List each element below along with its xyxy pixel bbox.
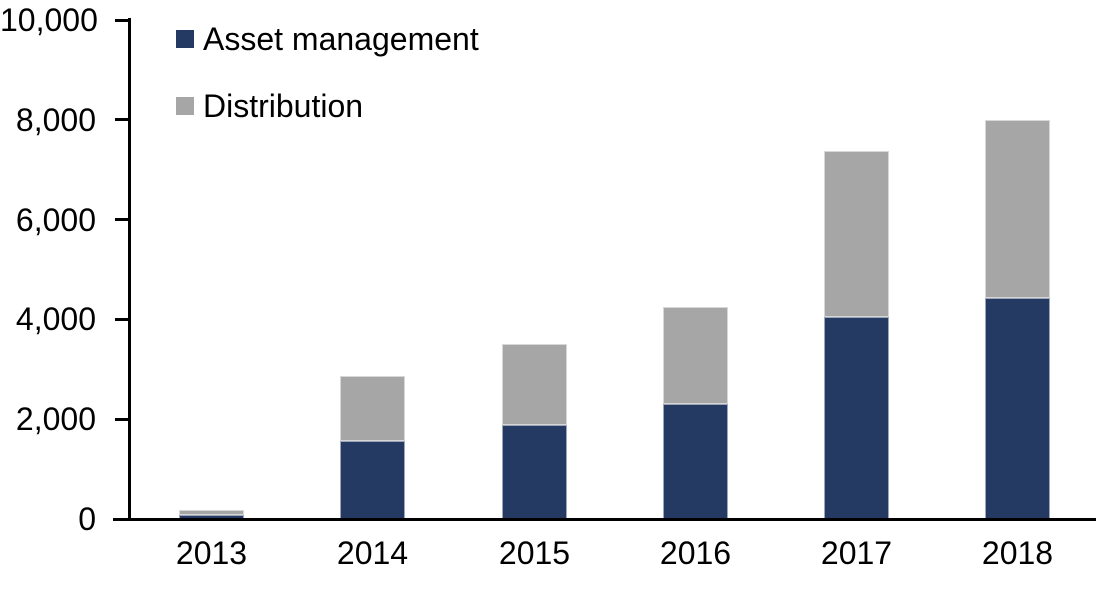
legend-item-asset-management: Asset management <box>176 22 479 56</box>
legend-swatch-asset-management-icon <box>176 30 194 48</box>
y-tick <box>115 417 131 421</box>
x-tick-label: 2014 <box>336 535 409 571</box>
x-tick-label: 2017 <box>820 535 893 571</box>
x-tick-label: 2015 <box>498 535 571 571</box>
y-tick-label: 0 <box>78 501 96 537</box>
bar-segment <box>340 376 405 442</box>
bar-segment <box>663 404 728 519</box>
y-tick-label: 2,000 <box>15 401 96 438</box>
legend-label-distribution: Distribution <box>203 88 364 124</box>
bar-segment <box>985 298 1050 519</box>
legend-label-asset-management: Asset management <box>203 21 479 57</box>
y-tick <box>115 118 131 122</box>
legend-item-distribution: Distribution <box>176 89 363 123</box>
bar-segment <box>824 317 889 519</box>
x-axis-line <box>113 518 1096 521</box>
x-tick-label: 2018 <box>981 535 1054 571</box>
bar-segment <box>502 424 567 519</box>
y-tick-label: 10,000 <box>0 2 98 38</box>
y-axis-line <box>128 18 131 521</box>
bar-segment <box>340 441 405 519</box>
bar-segment <box>663 307 728 405</box>
y-tick <box>115 317 131 321</box>
bar-segment <box>502 344 567 425</box>
x-tick-label: 2013 <box>175 535 248 571</box>
bar-segment <box>824 150 889 318</box>
y-tick-label: 8,000 <box>15 101 96 138</box>
x-tick-label: 2016 <box>659 535 732 571</box>
bar-segment <box>179 509 244 515</box>
bar-segment <box>985 119 1050 299</box>
y-tick <box>115 18 131 22</box>
y-tick-label: 4,000 <box>15 301 96 338</box>
y-tick <box>115 218 131 222</box>
y-tick-label: 6,000 <box>15 201 96 238</box>
legend-swatch-distribution-icon <box>176 97 194 115</box>
